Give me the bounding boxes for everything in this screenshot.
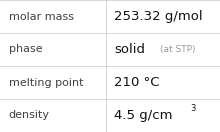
Text: molar mass: molar mass [9,11,74,22]
Text: 210 °C: 210 °C [114,76,160,89]
Text: melting point: melting point [9,77,83,88]
Text: density: density [9,110,50,121]
Text: (at STP): (at STP) [160,45,195,54]
Text: 4.5 g/cm: 4.5 g/cm [114,109,173,122]
Text: phase: phase [9,44,42,55]
Text: 253.32 g/mol: 253.32 g/mol [114,10,203,23]
Text: 3: 3 [190,104,195,113]
Text: solid: solid [114,43,145,56]
